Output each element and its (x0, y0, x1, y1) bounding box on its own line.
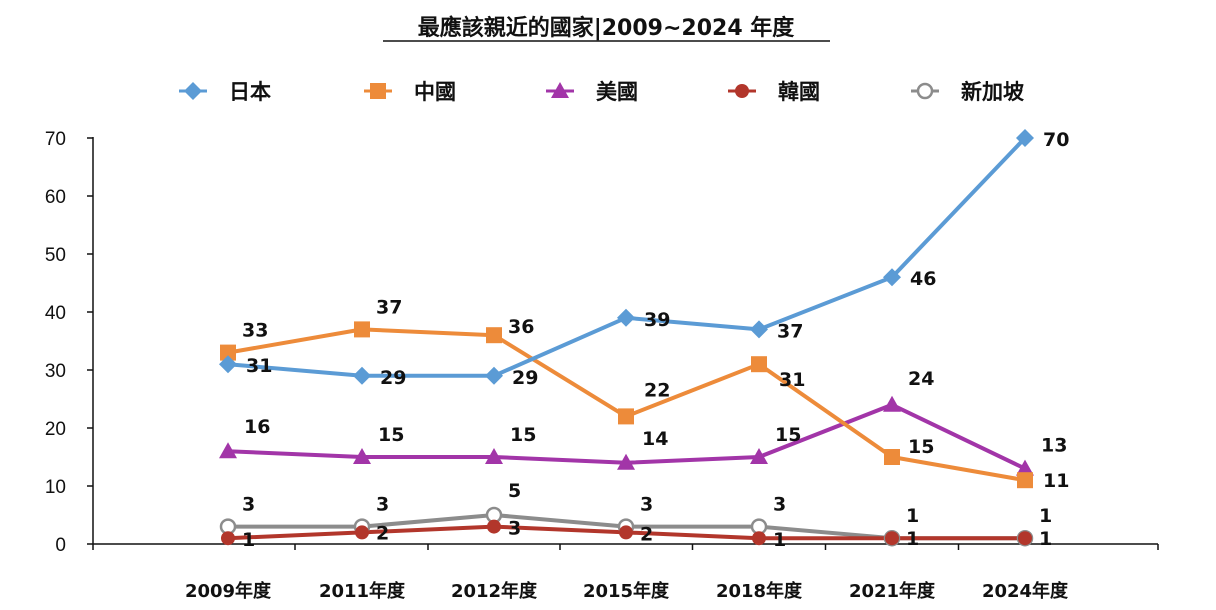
data-label: 13 (1041, 435, 1067, 457)
legend-marker (735, 84, 749, 98)
series-line (227, 136, 1027, 378)
legend-marker (370, 83, 386, 99)
x-tick-label: 2009年度 (185, 580, 272, 602)
legend-marker (551, 82, 569, 98)
data-point (353, 366, 371, 385)
data-label: 3 (376, 494, 389, 516)
legend-marker (184, 82, 202, 100)
data-label: 15 (378, 424, 404, 446)
data-label: 1 (906, 528, 919, 550)
data-point (618, 408, 634, 425)
legend-marker (916, 82, 934, 100)
data-label: 70 (1043, 129, 1069, 151)
data-label: 15 (775, 424, 801, 446)
data-point (617, 308, 635, 327)
data-label: 14 (642, 428, 668, 450)
data-label: 29 (380, 367, 406, 389)
data-label: 31 (779, 369, 805, 391)
y-tick-label: 60 (45, 187, 66, 208)
series-lines (227, 136, 1027, 541)
data-label: 24 (908, 368, 934, 390)
data-label: 1 (906, 505, 919, 527)
data-label: 1 (773, 529, 786, 551)
x-tick-label: 2015年度 (583, 580, 670, 602)
y-tick-label: 30 (45, 361, 66, 382)
data-point (219, 442, 237, 459)
data-point (221, 531, 235, 546)
chart-title: 最應該親近的國家|2009~2024 年度 (418, 15, 796, 41)
data-point (220, 344, 236, 361)
data-point (750, 320, 768, 339)
axes: 0 10 20 30 40 50 60 70 2009年度 2011年度 2012年度 2015年度 2… (45, 129, 1159, 602)
data-label: 16 (244, 416, 270, 438)
data-point (487, 519, 501, 534)
data-point (1018, 531, 1032, 546)
data-label: 15 (510, 424, 536, 446)
data-point (752, 531, 766, 546)
data-label: 31 (246, 355, 272, 377)
data-label: 39 (644, 309, 670, 331)
data-point (885, 531, 899, 546)
data-point (1017, 472, 1033, 489)
data-point (751, 356, 767, 373)
data-label: 33 (242, 320, 268, 342)
y-tick-label: 20 (45, 419, 66, 440)
legend-label: 新加坡 (961, 80, 1024, 104)
data-label: 37 (376, 296, 402, 318)
data-label: 46 (910, 268, 936, 290)
data-point (354, 321, 370, 338)
data-label: 1 (242, 529, 255, 551)
data-point (355, 525, 369, 540)
data-point (883, 268, 901, 287)
data-label: 37 (777, 320, 803, 342)
data-point (883, 395, 901, 412)
data-point (1016, 459, 1034, 476)
data-point (485, 366, 503, 385)
data-label: 3 (640, 494, 653, 516)
data-label: 5 (508, 480, 521, 502)
data-label: 15 (908, 436, 934, 458)
legend-label: 韓國 (778, 80, 820, 104)
data-label: 3 (508, 518, 521, 540)
data-label: 11 (1043, 470, 1069, 492)
data-point (1016, 129, 1034, 147)
markers (219, 129, 1034, 547)
data-label: 3 (773, 494, 786, 516)
data-point (353, 448, 371, 464)
data-point (485, 448, 503, 464)
data-label: 22 (644, 379, 670, 401)
data-point (750, 448, 768, 464)
legend-label: 日本 (229, 80, 271, 104)
data-label: 1 (1039, 505, 1052, 527)
y-tick-label: 10 (45, 477, 66, 498)
data-point (486, 327, 502, 344)
legend: 日本 中國 美國 韓國 新加坡 (179, 80, 1024, 104)
y-tick-label: 70 (45, 129, 66, 150)
x-tick-label: 2018年度 (716, 580, 803, 602)
data-point (884, 449, 900, 465)
data-point (617, 453, 635, 470)
data-label: 2 (376, 522, 389, 544)
data-label: 36 (508, 316, 534, 338)
x-tick-label: 2012年度 (451, 580, 538, 602)
y-tick-label: 40 (45, 303, 66, 324)
data-label: 2 (640, 523, 653, 545)
data-label: 29 (512, 367, 538, 389)
data-label: 1 (1039, 528, 1052, 550)
data-point (219, 355, 237, 374)
legend-label: 中國 (414, 80, 456, 104)
x-tick-label: 2021年度 (849, 580, 936, 602)
y-tick-label: 50 (45, 245, 66, 266)
data-point (619, 525, 633, 540)
legend-label: 美國 (596, 80, 638, 104)
y-tick-label: 0 (55, 535, 66, 556)
data-label: 3 (242, 494, 255, 516)
x-tick-label: 2024年度 (982, 580, 1069, 602)
x-tick-label: 2011年度 (319, 580, 406, 602)
